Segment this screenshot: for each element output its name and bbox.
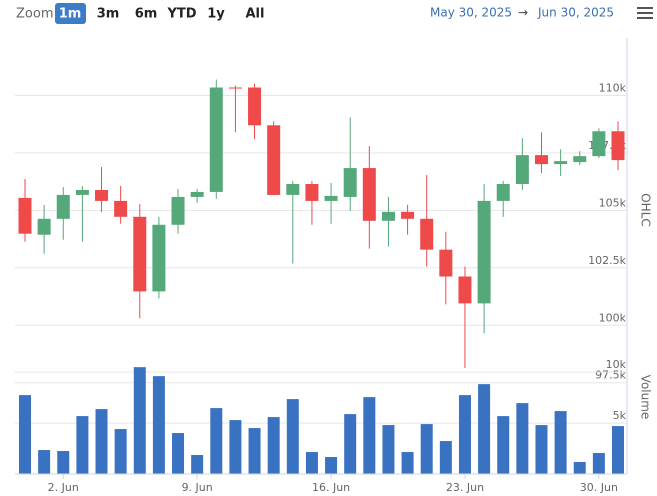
y-tick-label: 5k — [613, 409, 627, 422]
candle-body — [324, 195, 338, 201]
volume-bar — [210, 408, 223, 474]
zoom-buttons: 1m 3m 6m YTD 1y All — [55, 3, 264, 24]
x-tick-label: 2. Jun — [48, 481, 79, 494]
candle-body — [133, 216, 147, 292]
volume-bar — [401, 452, 414, 474]
zoom-button[interactable]: YTD — [166, 7, 196, 22]
candle-body — [439, 249, 453, 277]
y-tick-label: 10k — [606, 358, 627, 371]
volume-bar — [592, 453, 605, 474]
volume-bar — [612, 426, 624, 474]
zoom-button[interactable]: All — [246, 7, 265, 22]
volume-bar — [420, 424, 433, 474]
candle-body — [75, 189, 89, 195]
y-axis-title: OHLC — [639, 193, 653, 227]
candle-body — [209, 87, 223, 192]
y-axis-title: Volume — [639, 375, 653, 420]
volume-bar — [191, 455, 204, 474]
range-arrow: → — [518, 6, 528, 20]
volume-bar — [516, 403, 529, 474]
y-tick-label: 100k — [599, 311, 627, 324]
candle-body — [515, 155, 529, 184]
x-tick-label: 9. Jun — [182, 481, 213, 494]
candle-body — [18, 197, 32, 234]
volume-bar — [95, 409, 108, 474]
candle-body — [611, 131, 625, 161]
volume-bar — [19, 395, 31, 474]
candle-body — [401, 211, 415, 219]
zoom-button[interactable]: 1y — [207, 7, 225, 22]
volume-bar — [229, 420, 242, 474]
zoom-label: Zoom — [16, 7, 53, 22]
volume-bar — [57, 451, 70, 474]
volume-bar — [573, 462, 586, 474]
volume-bar — [267, 417, 280, 474]
volume-bar — [133, 367, 146, 474]
volume-bar — [363, 397, 376, 474]
volume-bar — [325, 457, 338, 474]
volume-bar — [478, 384, 491, 474]
volume-bar — [439, 441, 452, 474]
volume-bar — [382, 425, 395, 474]
volume-bar — [305, 452, 318, 474]
candle-body — [171, 196, 185, 225]
range-to[interactable]: Jun 30, 2025 — [537, 6, 614, 20]
volume-bar — [38, 450, 51, 474]
candle-body — [228, 87, 242, 89]
candle-body — [592, 131, 606, 157]
candle-body — [496, 183, 510, 201]
candle-body — [95, 189, 109, 201]
menu-button[interactable] — [634, 4, 654, 24]
candle-body — [37, 218, 51, 235]
candle-body — [114, 200, 128, 217]
range-from[interactable]: May 30, 2025 — [430, 6, 512, 20]
y-tick-label: 102.5k — [588, 254, 626, 267]
volume-bar — [114, 429, 127, 474]
volume-bar — [172, 433, 185, 474]
candle-body — [248, 87, 262, 126]
volume-bar — [76, 416, 89, 474]
candle-body — [362, 168, 376, 221]
zoom-button-bg[interactable] — [55, 3, 86, 24]
candle-body — [573, 156, 587, 163]
zoom-button[interactable]: 1m — [59, 7, 82, 22]
candle-body — [381, 211, 395, 221]
zoom-button[interactable]: 3m — [97, 7, 120, 22]
volume-bar — [554, 411, 567, 474]
candle-body — [305, 183, 319, 201]
volume-bar — [152, 376, 165, 474]
volume-bar — [497, 416, 510, 474]
candle-body — [477, 200, 491, 304]
volume-bar — [248, 428, 261, 474]
candle-body — [152, 224, 166, 292]
candle-body — [420, 218, 434, 250]
x-tick-label: 23. Jun — [446, 481, 484, 494]
x-tick-label: 30. Jun — [580, 481, 618, 494]
volume-bar — [286, 399, 299, 474]
candle-body — [554, 161, 568, 165]
y-tick-label: 110k — [599, 81, 627, 94]
candle-body — [343, 168, 357, 197]
x-tick-label: 16. Jun — [312, 481, 350, 494]
candle-body — [458, 276, 472, 304]
candle-body — [286, 183, 300, 195]
candle-body — [534, 155, 548, 165]
y-tick-label: 105k — [599, 196, 627, 209]
candle-body — [267, 125, 281, 195]
candle-body — [190, 191, 204, 197]
volume-bar — [344, 414, 357, 474]
volume-bar — [458, 395, 471, 474]
candle-body — [56, 194, 70, 219]
zoom-button[interactable]: 6m — [135, 7, 158, 22]
volume-bar — [535, 425, 548, 474]
